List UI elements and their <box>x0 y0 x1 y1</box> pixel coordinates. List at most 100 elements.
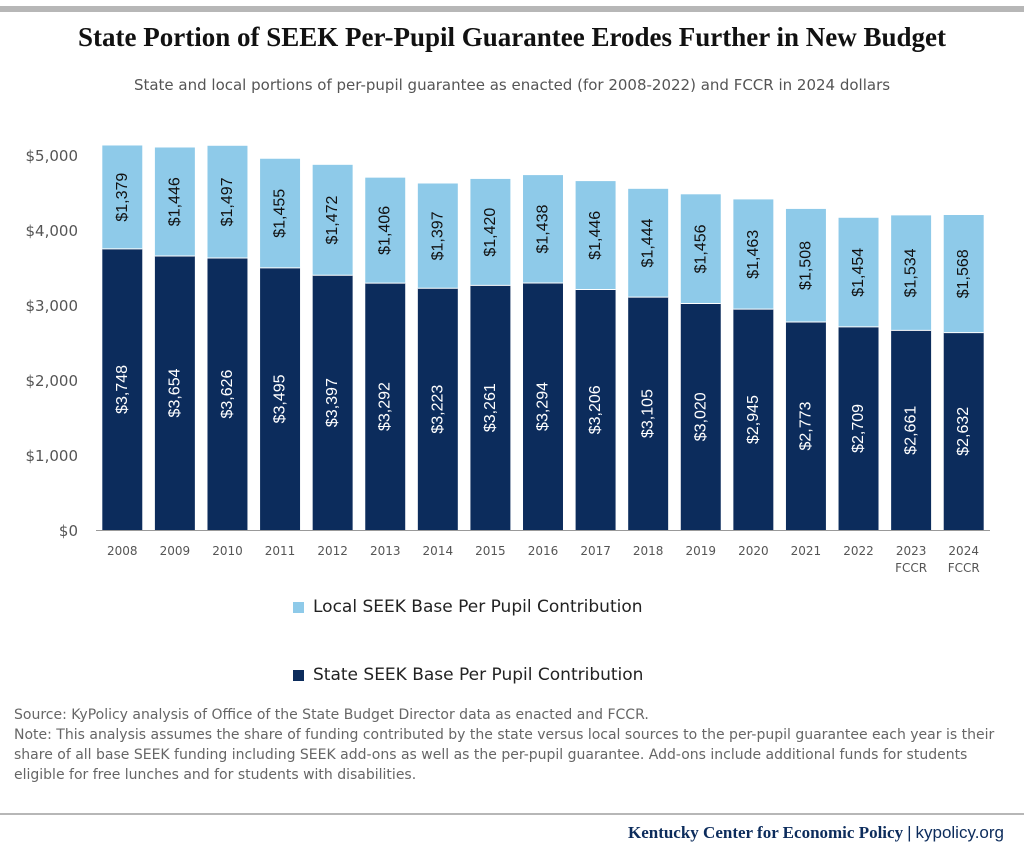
data-label-state: $2,661 <box>903 406 920 455</box>
data-label-state: $3,294 <box>535 382 552 431</box>
data-label-local: $1,379 <box>114 173 131 222</box>
footer-org: Kentucky Center for Economic Policy <box>627 823 904 842</box>
legend-label-state: State SEEK Base Per Pupil Contribution <box>313 665 644 685</box>
data-label-state: $2,709 <box>850 404 867 453</box>
bar-local <box>733 199 774 310</box>
bar-group: $3,748 $1,379 $3,654 $1,446 $3,626 $1,497 $3,4… <box>102 145 984 530</box>
x-tick-label: 2010 <box>212 544 243 558</box>
data-label-local: $1,406 <box>377 206 394 255</box>
bar-state <box>312 275 353 530</box>
bottom-divider <box>0 813 1024 815</box>
bar-state <box>680 303 721 530</box>
legend-item-state: State SEEK Base Per Pupil Contribution <box>293 665 643 685</box>
x-tick-label: 2015 <box>475 544 506 558</box>
data-label-state: $2,945 <box>745 395 762 444</box>
y-axis: $0 $1,000 $2,000 $3,000 $4,000 $5,000 <box>26 147 79 540</box>
data-label-local: $1,463 <box>745 230 762 279</box>
data-label-local: $1,534 <box>903 248 920 297</box>
bar-local <box>575 181 616 290</box>
y-tick-label: $0 <box>59 522 78 540</box>
data-label-state: $3,748 <box>114 365 131 414</box>
x-tick-label: 2014 <box>423 544 454 558</box>
chart-title: State Portion of SEEK Per-Pupil Guarante… <box>78 22 946 52</box>
x-tick-label: 2008 <box>107 544 138 558</box>
x-axis: 2008 2009 2010 2011 2012 2013 2014 2015 2016 2017… <box>96 530 990 575</box>
data-label-local: $1,508 <box>797 241 814 290</box>
y-tick-label: $5,000 <box>26 147 79 165</box>
bar-state <box>785 322 826 530</box>
x-tick-label: 2022 <box>843 544 874 558</box>
bar-local <box>207 145 248 259</box>
bar-state <box>943 332 984 530</box>
x-tick-label: 2017 <box>580 544 611 558</box>
bar-local <box>417 183 458 289</box>
bar-local <box>523 175 563 283</box>
data-label-local: $1,456 <box>692 224 709 273</box>
data-label-local: $1,444 <box>640 218 657 267</box>
bar-local <box>312 164 353 276</box>
bar-state <box>733 309 774 530</box>
y-tick-label: $1,000 <box>26 447 79 465</box>
data-label-state: $3,626 <box>219 369 236 418</box>
bar-state <box>523 282 563 530</box>
chart-subtitle: State and local portions of per-pupil gu… <box>133 76 891 94</box>
bar-local <box>680 194 721 304</box>
y-tick-label: $2,000 <box>26 372 79 390</box>
x-tick-label: 2012 <box>317 544 348 558</box>
x-tick-label: 2019 <box>685 544 716 558</box>
data-label-local: $1,568 <box>955 249 972 298</box>
data-label-state: $3,206 <box>587 385 604 434</box>
bar-state <box>260 267 301 530</box>
data-label-state: $3,223 <box>429 385 446 434</box>
bar-state <box>891 330 932 530</box>
bar-local <box>154 147 195 256</box>
data-label-local: $1,397 <box>429 211 446 260</box>
data-label-local: $1,446 <box>587 211 604 260</box>
data-label-local: $1,454 <box>850 248 867 297</box>
footer-separator: | <box>907 823 912 842</box>
x-tick-label: 2009 <box>160 544 191 558</box>
data-label-state: $3,654 <box>166 368 183 417</box>
methodology-note: Note: This analysis assumes the share of… <box>14 727 995 783</box>
data-label-local: $1,497 <box>219 177 236 226</box>
bar-local <box>838 217 879 327</box>
legend-item-local: Local SEEK Base Per Pupil Contribution <box>293 597 643 617</box>
data-label-local: $1,455 <box>272 189 289 238</box>
x-tick-label: 2018 <box>633 544 664 558</box>
x-tick-label: 2020 <box>738 544 769 558</box>
bar-state <box>417 288 458 530</box>
bar-local <box>943 215 984 333</box>
bar-local <box>470 178 511 286</box>
bar-state <box>154 255 195 530</box>
bar-local <box>785 208 826 323</box>
x-tick-label: 2021 <box>791 544 822 558</box>
legend-swatch-state <box>293 669 304 681</box>
bar-state <box>102 248 143 530</box>
data-label-local: $1,446 <box>166 177 183 226</box>
x-tick-label: 2011 <box>265 544 296 558</box>
data-label-state: $3,261 <box>482 383 499 432</box>
bar-local <box>365 177 406 284</box>
bar-state <box>628 297 669 530</box>
stacked-bar-chart: $0$1,000$2,000$3,000$4,000$5,000 $3,748$… <box>26 145 990 575</box>
x-tick-label: 2013 <box>370 544 401 558</box>
data-label-state: $3,397 <box>324 378 341 427</box>
y-tick-label: $4,000 <box>26 222 79 240</box>
bar-local <box>260 158 301 268</box>
legend-swatch-local <box>293 601 304 613</box>
bar-local <box>628 188 669 298</box>
data-label-state: $2,773 <box>797 401 814 450</box>
data-label-state: $3,495 <box>272 374 289 423</box>
x-tick-label: 2024 FCCR <box>948 544 980 575</box>
x-tick-label: 2023 FCCR <box>895 544 927 575</box>
data-label-state: $2,632 <box>955 407 972 456</box>
data-label-state: $3,292 <box>377 382 394 431</box>
bar-state <box>470 285 511 530</box>
bar-local <box>102 145 143 249</box>
data-label-local: $1,472 <box>324 195 341 244</box>
top-divider <box>0 6 1024 12</box>
data-label-state: $3,020 <box>692 392 709 441</box>
footer-url[interactable]: kypolicy.org <box>915 823 1005 842</box>
x-tick-label: 2016 <box>528 544 559 558</box>
legend-label-local: Local SEEK Base Per Pupil Contribution <box>313 597 643 617</box>
